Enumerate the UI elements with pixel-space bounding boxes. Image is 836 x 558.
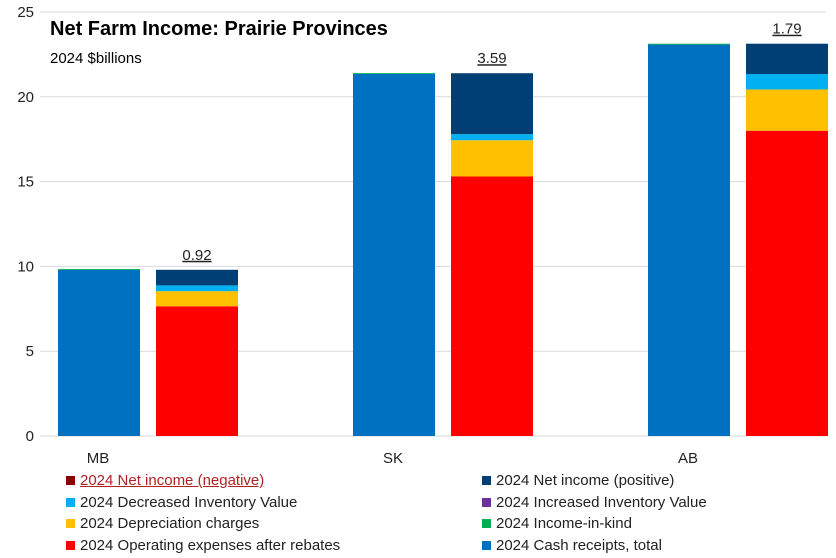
y-tick-label: 10	[17, 258, 34, 275]
bar-segment	[353, 73, 435, 74]
y-tick-label: 15	[17, 174, 34, 191]
data-label: 1.79	[772, 21, 801, 38]
legend-swatch	[66, 476, 75, 485]
bar-segment	[451, 134, 533, 141]
legend-label: 2024 Depreciation charges	[80, 515, 260, 532]
legend-item: 2024 Net income (positive)	[482, 472, 674, 489]
bar-segment	[353, 73, 435, 437]
legend-label: 2024 Net income (negative)	[80, 472, 265, 489]
legend-item: 2024 Decreased Inventory Value	[66, 494, 297, 511]
y-tick-label: 20	[17, 89, 34, 106]
legend-item: 2024 Depreciation charges	[66, 515, 259, 532]
bar-segment	[648, 44, 730, 436]
bar-segment	[746, 89, 828, 131]
legend-label: 2024 Increased Inventory Value	[496, 493, 707, 511]
legend-swatch	[66, 497, 75, 507]
bar-segment	[156, 291, 238, 307]
legend-swatch	[482, 497, 491, 507]
legend-item: 2024 Operating expenses after rebates	[66, 537, 340, 554]
legend-swatch	[482, 476, 491, 485]
legend-item: 2024 Net income (negative)	[66, 472, 264, 489]
legend-item: 2024 Increased Inventory Value	[482, 494, 707, 511]
legend-label: 2024 Income-in-kind	[496, 515, 632, 532]
legend-label: 2024 Net income (positive)	[496, 472, 675, 489]
bar-segment	[648, 43, 730, 45]
bar-segment	[156, 269, 238, 286]
data-label: 0.92	[182, 247, 211, 264]
bar-segment	[58, 269, 140, 436]
y-tick-label: 0	[26, 428, 34, 445]
y-tick-label: 25	[17, 4, 34, 21]
chart-title: Net Farm Income: Prairie Provinces	[50, 18, 388, 40]
bar-segment	[746, 74, 828, 90]
legend-item: 2024 Cash receipts, total	[482, 537, 662, 554]
legend-swatch	[66, 540, 75, 550]
bar-segment	[58, 268, 140, 270]
legend-swatch	[482, 540, 491, 550]
legend-label: 2024 Decreased Inventory Value	[80, 493, 298, 511]
bar-segment	[746, 43, 828, 75]
x-tick-label: MB	[87, 450, 110, 467]
bar-segment	[746, 130, 828, 436]
x-tick-label: AB	[678, 450, 698, 467]
bar-segment	[156, 285, 238, 292]
legend-label: 2024 Operating expenses after rebates	[80, 536, 341, 554]
chart-subtitle: 2024 $billions	[50, 50, 142, 67]
data-label: 3.59	[477, 50, 506, 67]
legend-label: 2024 Cash receipts, total	[496, 536, 662, 554]
bar-segment	[451, 140, 533, 177]
bar-segment	[451, 176, 533, 436]
plot-area: 0 5 10 15 20 25 0.92 MB 3.59 SK 1.79 AB	[17, 4, 828, 467]
legend-swatch	[482, 519, 491, 528]
x-tick-label: SK	[383, 450, 403, 467]
bar-segment	[156, 306, 238, 436]
bar-segment	[451, 73, 533, 135]
legend-item: 2024 Income-in-kind	[482, 515, 632, 532]
y-tick-label: 5	[26, 343, 34, 360]
legend-swatch	[66, 519, 75, 528]
